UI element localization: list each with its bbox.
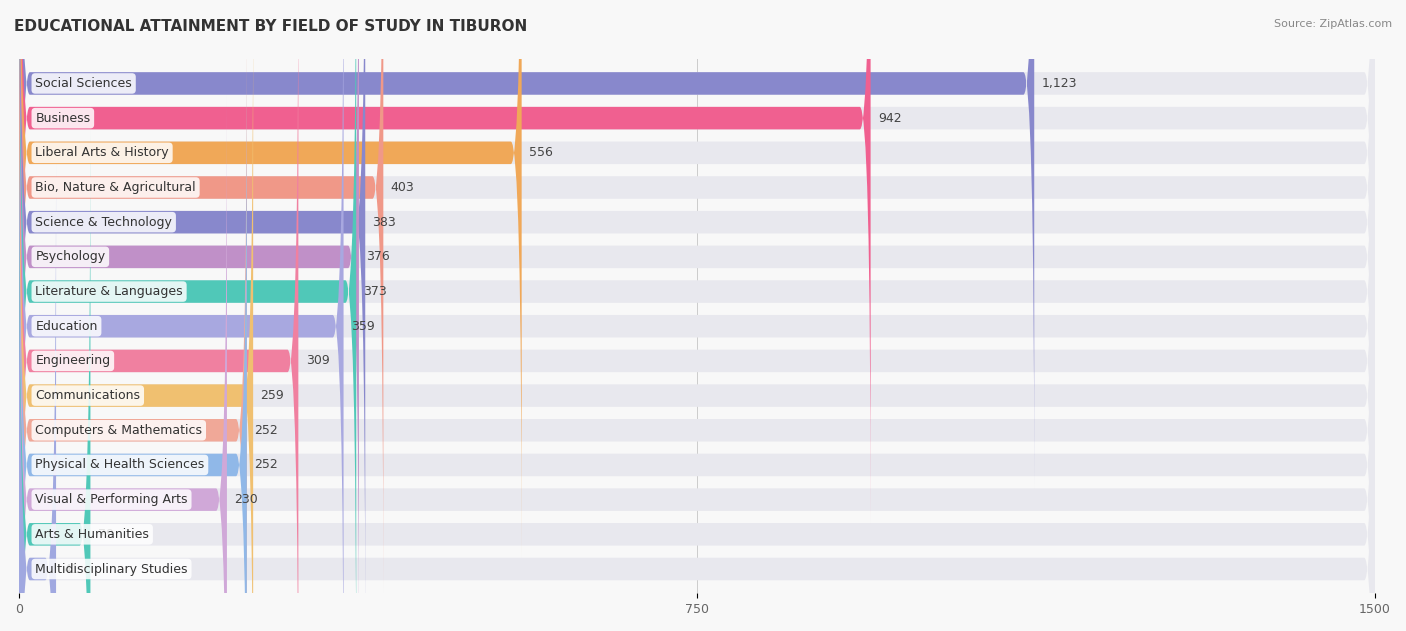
Text: 359: 359 [350, 320, 374, 333]
Text: Psychology: Psychology [35, 251, 105, 263]
FancyBboxPatch shape [20, 0, 1375, 488]
Text: 252: 252 [254, 424, 278, 437]
FancyBboxPatch shape [20, 0, 298, 631]
FancyBboxPatch shape [20, 0, 1375, 593]
Text: 383: 383 [373, 216, 396, 228]
Text: Visual & Performing Arts: Visual & Performing Arts [35, 493, 188, 506]
FancyBboxPatch shape [20, 129, 90, 631]
Text: EDUCATIONAL ATTAINMENT BY FIELD OF STUDY IN TIBURON: EDUCATIONAL ATTAINMENT BY FIELD OF STUDY… [14, 19, 527, 34]
FancyBboxPatch shape [20, 0, 1375, 523]
FancyBboxPatch shape [20, 0, 359, 631]
Text: 556: 556 [529, 146, 553, 159]
Text: 230: 230 [235, 493, 257, 506]
FancyBboxPatch shape [20, 60, 247, 631]
FancyBboxPatch shape [20, 0, 1375, 631]
FancyBboxPatch shape [20, 95, 226, 631]
FancyBboxPatch shape [20, 0, 1375, 631]
Text: Business: Business [35, 112, 90, 125]
FancyBboxPatch shape [20, 0, 253, 631]
FancyBboxPatch shape [20, 0, 1375, 631]
FancyBboxPatch shape [20, 0, 366, 627]
FancyBboxPatch shape [20, 164, 1375, 631]
Text: Multidisciplinary Studies: Multidisciplinary Studies [35, 562, 188, 575]
FancyBboxPatch shape [20, 0, 522, 558]
Text: 41: 41 [63, 562, 79, 575]
Text: Communications: Communications [35, 389, 141, 402]
FancyBboxPatch shape [20, 60, 1375, 631]
Text: Physical & Health Sciences: Physical & Health Sciences [35, 459, 204, 471]
Text: Literature & Languages: Literature & Languages [35, 285, 183, 298]
Text: Science & Technology: Science & Technology [35, 216, 172, 228]
Text: Arts & Humanities: Arts & Humanities [35, 528, 149, 541]
Text: 309: 309 [305, 355, 329, 367]
FancyBboxPatch shape [20, 25, 247, 631]
FancyBboxPatch shape [20, 0, 356, 631]
Text: 942: 942 [877, 112, 901, 125]
FancyBboxPatch shape [20, 129, 1375, 631]
Text: Liberal Arts & History: Liberal Arts & History [35, 146, 169, 159]
FancyBboxPatch shape [20, 0, 1375, 631]
FancyBboxPatch shape [20, 0, 1035, 488]
Text: Source: ZipAtlas.com: Source: ZipAtlas.com [1274, 19, 1392, 29]
Text: 373: 373 [363, 285, 387, 298]
FancyBboxPatch shape [20, 164, 56, 631]
Text: 259: 259 [260, 389, 284, 402]
Text: 79: 79 [97, 528, 114, 541]
Text: 1,123: 1,123 [1042, 77, 1077, 90]
FancyBboxPatch shape [20, 0, 384, 593]
FancyBboxPatch shape [20, 0, 1375, 558]
Text: Education: Education [35, 320, 97, 333]
Text: 403: 403 [391, 181, 415, 194]
FancyBboxPatch shape [20, 25, 1375, 631]
Text: Bio, Nature & Agricultural: Bio, Nature & Agricultural [35, 181, 195, 194]
Text: 376: 376 [366, 251, 389, 263]
FancyBboxPatch shape [20, 95, 1375, 631]
Text: Social Sciences: Social Sciences [35, 77, 132, 90]
FancyBboxPatch shape [20, 0, 1375, 631]
Text: Engineering: Engineering [35, 355, 111, 367]
Text: Computers & Mathematics: Computers & Mathematics [35, 424, 202, 437]
FancyBboxPatch shape [20, 0, 343, 631]
Text: 252: 252 [254, 459, 278, 471]
FancyBboxPatch shape [20, 0, 1375, 627]
FancyBboxPatch shape [20, 0, 870, 523]
